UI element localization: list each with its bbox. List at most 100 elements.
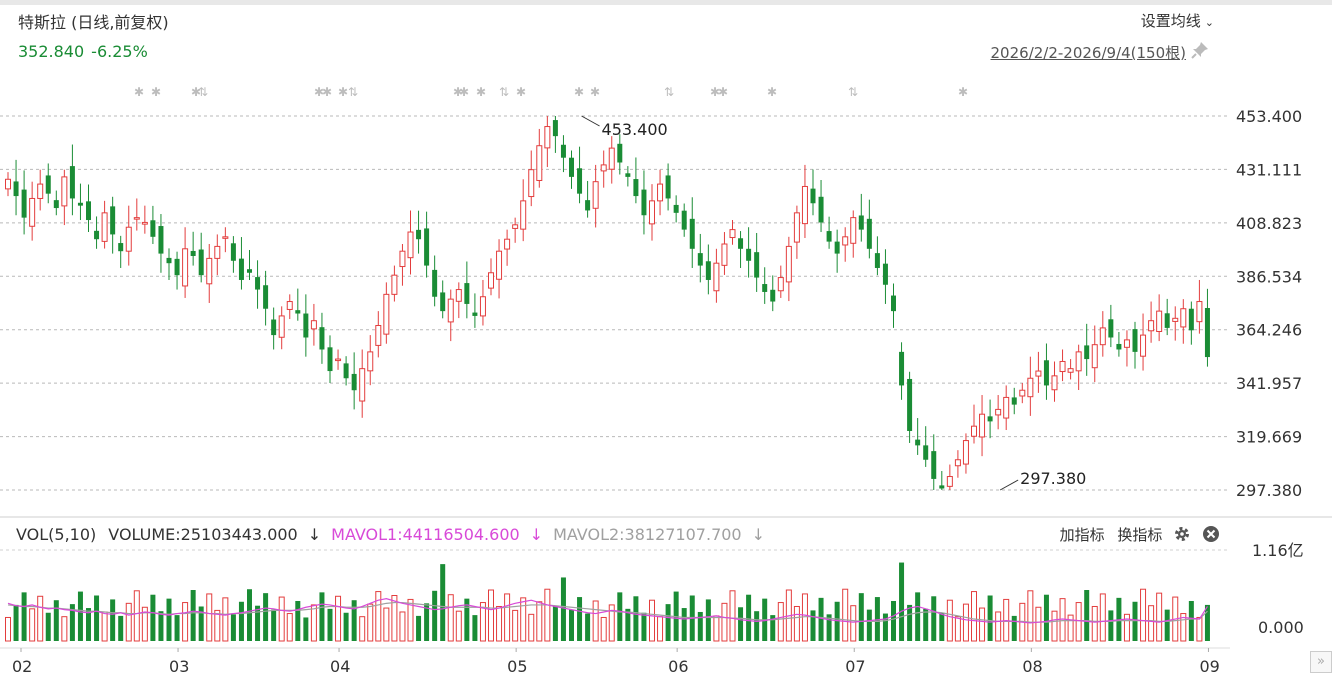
date-range-link[interactable]: 2026/2/2-2026/9/4(150根): [990, 44, 1186, 62]
volume-bar: [271, 609, 277, 641]
low-arrow: [999, 479, 1019, 491]
volume-bar: [891, 600, 896, 641]
volume-bar: [424, 603, 430, 641]
volume-bar: [1123, 613, 1130, 642]
candle-body: [125, 226, 132, 252]
candle-body: [746, 248, 752, 261]
candle-body: [544, 126, 551, 149]
pin-icon[interactable]: [1190, 40, 1210, 60]
volume-bar: [440, 564, 446, 641]
candle-body: [86, 201, 91, 221]
candle-body: [1067, 368, 1074, 373]
volume-bar: [657, 616, 664, 642]
event-marker-icon: ✱: [314, 85, 324, 99]
candle-body: [182, 248, 189, 287]
candle-body: [464, 283, 470, 304]
candle-body: [931, 451, 937, 479]
volume-bar: [247, 589, 252, 641]
switch-indicator-button[interactable]: 换指标: [1117, 526, 1163, 544]
volume-tick-label: 0.000: [1258, 618, 1304, 637]
close-icon[interactable]: [1202, 525, 1220, 543]
candle-body: [1108, 319, 1114, 338]
candle-body: [1188, 308, 1194, 331]
candle-body: [198, 249, 204, 276]
volume-bar: [754, 611, 760, 641]
volume-bar: [1067, 614, 1074, 642]
low-annotation: 297.380: [1020, 469, 1086, 488]
volume-bar: [842, 588, 849, 642]
candle-body: [343, 363, 349, 379]
candle-body: [327, 347, 333, 372]
volume-bar: [939, 612, 945, 641]
candle-body: [923, 445, 929, 460]
candle-body: [440, 292, 446, 312]
volume-bar: [206, 593, 213, 642]
event-marker-icon: ✱: [476, 85, 486, 99]
volume-bar: [1108, 610, 1114, 641]
volume-bar: [1011, 615, 1017, 641]
volume-bar: [1027, 590, 1034, 642]
candle-body: [665, 175, 671, 199]
candle-body: [303, 313, 309, 338]
candle-body: [488, 272, 494, 289]
price-tick-label: 319.669: [1236, 428, 1302, 447]
gear-icon[interactable]: [1173, 525, 1191, 543]
volume-bar: [946, 599, 953, 642]
candle-body: [1011, 397, 1017, 405]
event-marker-icon: ✱: [516, 85, 526, 99]
candle-body: [1164, 313, 1170, 328]
volume-bar: [37, 595, 44, 642]
time-tick-label: 08: [1022, 657, 1042, 675]
volume-bar: [834, 601, 840, 641]
candle-body: [1180, 308, 1187, 328]
volume-bar: [255, 605, 261, 641]
candle-body: [310, 320, 317, 330]
candle-body: [5, 178, 11, 190]
volume-bar: [222, 597, 229, 642]
volume-bar: [770, 615, 776, 641]
candle-body: [1059, 360, 1066, 373]
volume-bar: [520, 597, 527, 642]
volume-bar: [818, 597, 824, 641]
volume-bar: [1156, 592, 1163, 642]
volume-bar: [721, 602, 728, 642]
mavol1-value: MAVOL1:44116504.600: [331, 525, 520, 544]
volume-bar: [649, 599, 655, 642]
candle-body: [110, 206, 116, 235]
volume-bar: [447, 594, 454, 642]
settings-ma-button[interactable]: 设置均线 ⌄: [1141, 10, 1214, 31]
volume-bar: [954, 616, 961, 642]
candle-body: [37, 183, 44, 199]
volume-bar: [866, 609, 872, 641]
candle-body: [826, 231, 832, 242]
candle-body: [560, 144, 566, 158]
price-change: -6.25%: [91, 42, 148, 61]
volume-bar: [496, 605, 503, 642]
volume-bar: [1148, 605, 1155, 642]
volume-bar: [1164, 609, 1170, 641]
volume-bar: [915, 592, 921, 641]
event-marker-icon: ✱: [322, 85, 332, 99]
volume-bar: [327, 608, 333, 641]
price-row: 352.840 -6.25%: [18, 42, 155, 61]
candle-body: [271, 319, 277, 336]
volume-bar: [141, 606, 148, 642]
candle-body: [1051, 375, 1058, 391]
volume-value: VOLUME:25103443.000: [108, 525, 298, 544]
mavol2-value: MAVOL2:38127107.700: [553, 525, 742, 544]
candle-body: [1172, 317, 1179, 322]
candle-body: [971, 425, 977, 437]
volume-bar: [69, 604, 75, 641]
candle-body: [391, 274, 398, 295]
candle-body: [705, 261, 711, 280]
volume-bar: [351, 600, 357, 641]
scroll-right-button[interactable]: »: [1310, 651, 1332, 673]
candle-body: [641, 189, 647, 216]
add-indicator-button[interactable]: 加指标: [1059, 526, 1105, 544]
volume-bar: [214, 609, 221, 642]
candle-body: [673, 204, 679, 213]
volume-bar: [101, 611, 108, 642]
volume-bar: [53, 600, 59, 641]
event-marker-icon: ✱: [590, 85, 600, 99]
